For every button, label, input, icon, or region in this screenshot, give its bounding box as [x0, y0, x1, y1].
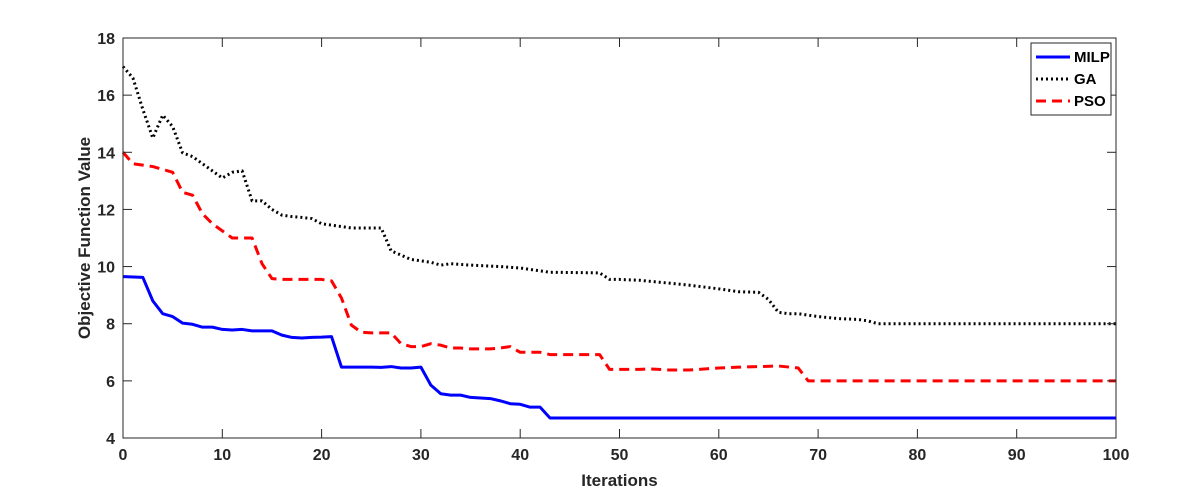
- y-tick-label: 4: [106, 431, 115, 448]
- legend: MILP GA PSO: [1030, 42, 1112, 116]
- series-line-ga: [121, 65, 1116, 326]
- y-tick-label: 12: [97, 202, 115, 219]
- y-tick-label: 6: [106, 374, 115, 391]
- x-tick-label: 80: [909, 447, 927, 464]
- x-tick-label: 30: [412, 447, 430, 464]
- x-tick-label: 40: [511, 447, 529, 464]
- y-tick-label: 10: [97, 260, 115, 277]
- plot-background: [123, 38, 1116, 438]
- x-axis-label: Iterations: [581, 471, 658, 490]
- y-axis-ticks: 4 6 8 10 12 14 16 18: [97, 31, 1116, 448]
- x-axis-ticks: 0 10 20 30 40 50 60 70 80 90 100: [119, 38, 1130, 464]
- y-tick-label: 8: [106, 317, 115, 334]
- x-tick-label: 60: [710, 447, 728, 464]
- x-tick-label: 10: [213, 447, 231, 464]
- x-tick-label: 70: [809, 447, 827, 464]
- legend-label-milp: MILP: [1074, 49, 1110, 66]
- legend-label-pso: PSO: [1074, 93, 1106, 110]
- series-line-milp: [122, 275, 1116, 420]
- x-tick-label: 100: [1103, 447, 1130, 464]
- series-layer: [121, 65, 1116, 420]
- x-tick-label: 20: [313, 447, 331, 464]
- x-tick-label: 50: [611, 447, 629, 464]
- y-tick-label: 14: [97, 145, 115, 162]
- y-tick-label: 18: [97, 31, 115, 48]
- x-tick-label: 90: [1008, 447, 1026, 464]
- legend-label-ga: GA: [1074, 71, 1097, 88]
- y-axis-label: Objective Function Value: [75, 137, 94, 339]
- y-tick-label: 16: [97, 88, 115, 105]
- legend-box: [1030, 42, 1112, 116]
- x-tick-label: 0: [119, 447, 128, 464]
- series-line-pso: [121, 151, 1116, 383]
